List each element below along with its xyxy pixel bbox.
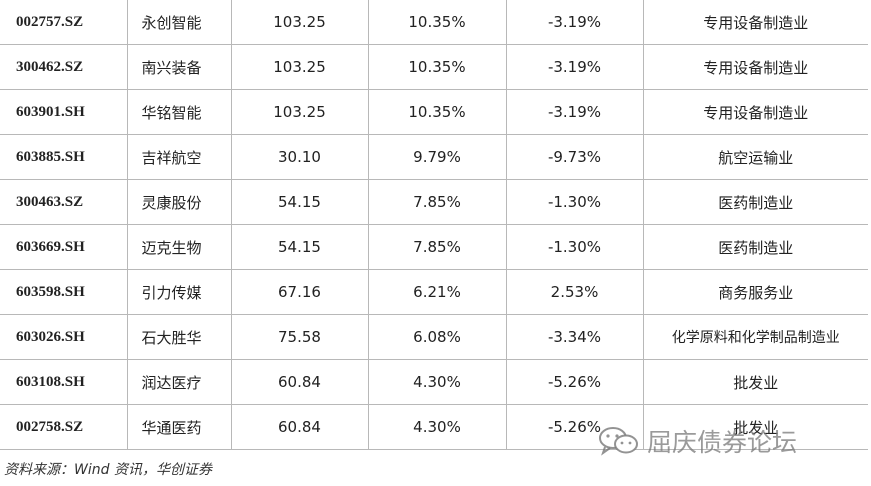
change-pct-cell: 4.30% [367, 359, 506, 405]
industry-cell: 航空运输业 [642, 134, 868, 180]
stock-code-cell: 603901.SH [0, 89, 127, 135]
change2-pct-cell: -9.73% [505, 134, 643, 180]
price-cell: 103.25 [230, 89, 368, 135]
table-row: 002757.SZ 永创智能 103.25 10.35% -3.19% 专用设备制造业 [0, 0, 868, 45]
stock-name-cell: 灵康股份 [126, 179, 231, 225]
price-cell: 54.15 [230, 179, 368, 225]
change2-pct-cell: -3.19% [505, 89, 643, 135]
price-cell: 30.10 [230, 134, 368, 180]
industry-cell: 商务服务业 [642, 269, 868, 315]
table-row: 603669.SH 迈克生物 54.15 7.85% -1.30% 医药制造业 [0, 224, 868, 270]
change2-pct-cell: -5.26% [505, 359, 643, 405]
table-row: 603108.SH 润达医疗 60.84 4.30% -5.26% 批发业 [0, 359, 868, 405]
change-pct-cell: 4.30% [367, 404, 506, 450]
table-row: 002758.SZ 华通医药 60.84 4.30% -5.26% 批发业 [0, 404, 868, 450]
industry-cell: 批发业 [642, 404, 868, 450]
stock-name-cell: 华铭智能 [126, 89, 231, 135]
price-cell: 54.15 [230, 224, 368, 270]
stock-name-cell: 润达医疗 [126, 359, 231, 405]
watermark: 屈庆债券论坛 [597, 423, 797, 459]
stock-name-cell: 吉祥航空 [126, 134, 231, 180]
price-cell: 75.58 [230, 314, 368, 360]
table-row: 300463.SZ 灵康股份 54.15 7.85% -1.30% 医药制造业 [0, 179, 868, 225]
stock-code-cell: 002757.SZ [16, 13, 84, 30]
watermark-text: 屈庆债券论坛 [647, 428, 798, 457]
change2-pct-cell: 2.53% [505, 269, 643, 315]
stock-name-cell: 石大胜华 [126, 314, 231, 360]
industry-cell: 医药制造业 [642, 179, 868, 225]
price-cell: 60.84 [230, 404, 368, 450]
table-row: 603598.SH 引力传媒 67.16 6.21% 2.53% 商务服务业 [0, 269, 868, 315]
industry-cell: 专用设备制造业 [642, 89, 868, 135]
wechat-icon [599, 427, 638, 456]
stock-code-cell: 603108.SH [0, 359, 127, 405]
industry-cell: 医药制造业 [642, 224, 868, 270]
stock-name-cell: 迈克生物 [126, 224, 231, 270]
stock-name-cell: 南兴装备 [126, 44, 231, 90]
stock-code-cell: 300463.SZ [0, 179, 127, 225]
industry-cell: 批发业 [642, 359, 868, 405]
stock-code-cell: 603026.SH [0, 314, 127, 360]
stock-code-cell: 603885.SH [0, 134, 127, 180]
change-pct-cell: 7.85% [367, 179, 506, 225]
source-note: 资料来源：Wind 资讯，华创证券 [4, 462, 212, 478]
change-pct-cell: 10.35% [367, 44, 506, 90]
price-cell: 103.25 [230, 44, 368, 90]
change2-pct-cell: -1.30% [505, 179, 643, 225]
change2-pct-cell: -3.34% [505, 314, 643, 360]
change2-pct-cell: -3.19% [505, 44, 643, 90]
stock-code-cell: 603598.SH [0, 269, 127, 315]
change-pct-cell: 6.21% [367, 269, 506, 315]
change-pct-cell: 6.08% [367, 314, 506, 360]
industry-cell: 专用设备制造业 [642, 0, 868, 45]
change-pct-cell: 9.79% [367, 134, 506, 180]
stock-code-cell: 300462.SZ [0, 44, 127, 90]
table-row: 603026.SH 石大胜华 75.58 6.08% -3.34% 化学原料和化学制品制造… [0, 314, 868, 360]
table-row: 603885.SH 吉祥航空 30.10 9.79% -9.73% 航空运输业 [0, 134, 868, 180]
stock-code-cell: 002758.SZ [0, 404, 127, 450]
price-cell: 60.84 [230, 359, 368, 405]
change-pct-cell: 10.35% [367, 0, 506, 45]
stock-code-cell: 603669.SH [0, 224, 127, 270]
stock-table: 002757.SZ 永创智能 103.25 10.35% -3.19% 专用设备制造业 30… [0, 0, 868, 450]
change2-pct-cell: -1.30% [505, 224, 643, 270]
table-row: 300462.SZ 南兴装备 103.25 10.35% -3.19% 专用设备制造业 [0, 44, 868, 90]
change2-pct-cell: -3.19% [505, 0, 643, 45]
change-pct-cell: 7.85% [367, 224, 506, 270]
price-cell: 103.25 [230, 0, 368, 45]
price-cell: 67.16 [230, 269, 368, 315]
industry-cell: 专用设备制造业 [642, 44, 868, 90]
table-row: 603901.SH 华铭智能 103.25 10.35% -3.19% 专用设备制造业 [0, 89, 868, 135]
change-pct-cell: 10.35% [367, 89, 506, 135]
stock-name-cell: 永创智能 [126, 0, 231, 45]
stock-name-cell: 引力传媒 [126, 269, 231, 315]
industry-cell: 化学原料和化学制品制造业 [642, 314, 868, 360]
stock-name-cell: 华通医药 [126, 404, 231, 450]
